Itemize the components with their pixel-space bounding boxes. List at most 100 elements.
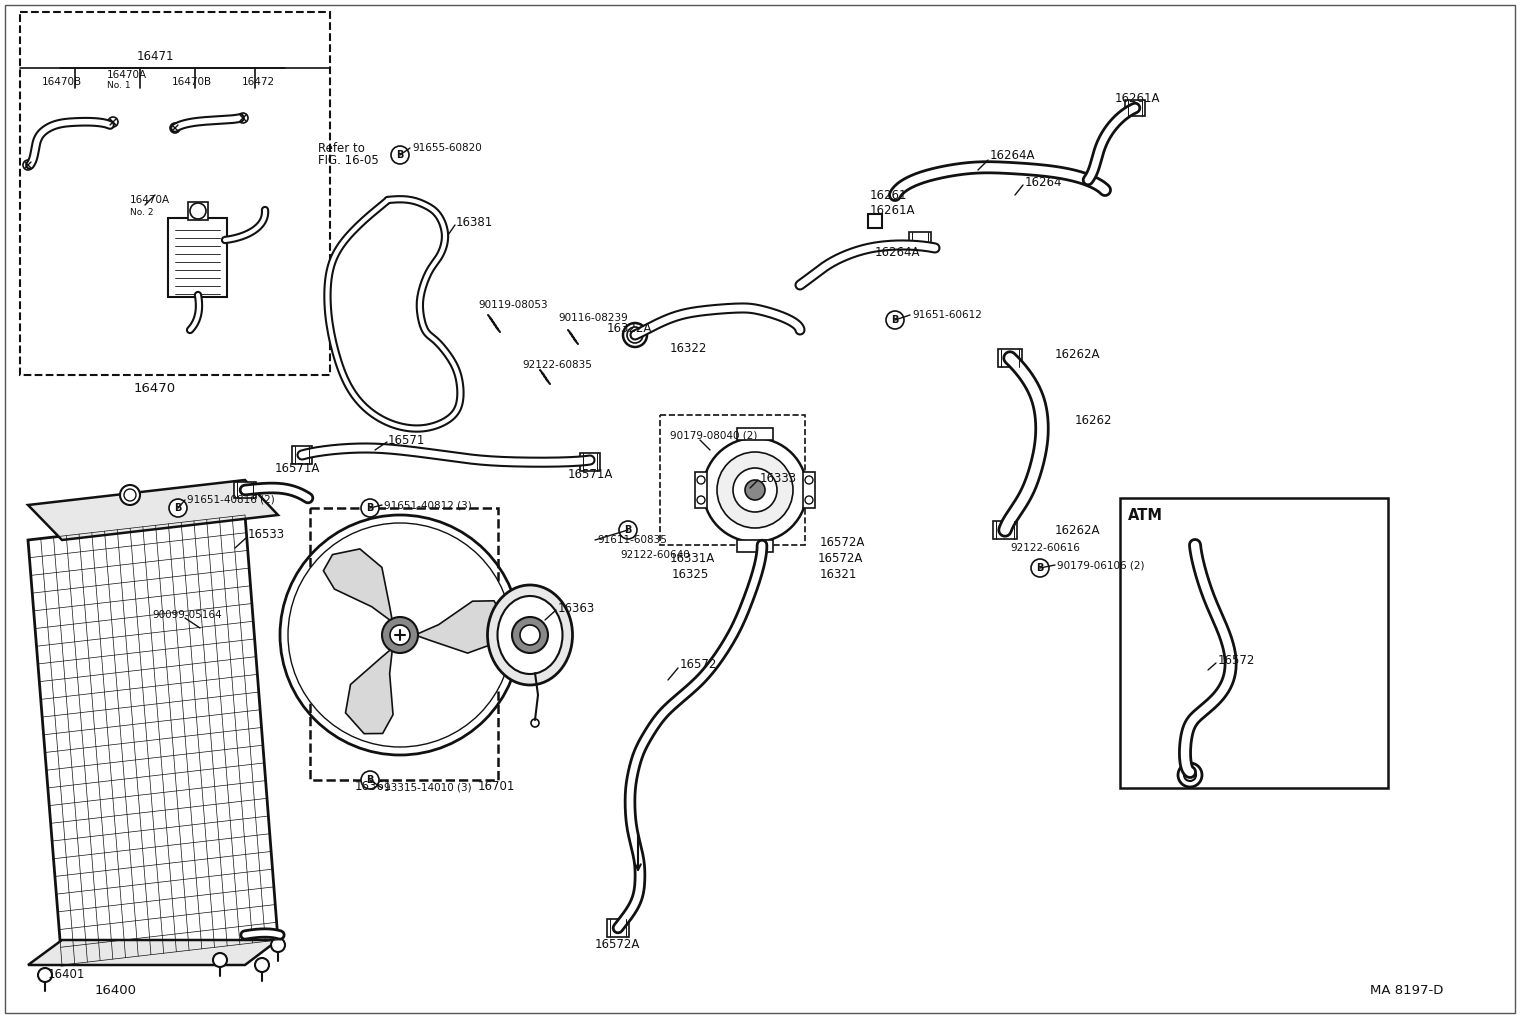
Text: 16261A: 16261A [1116,92,1160,105]
Circle shape [698,476,705,484]
Ellipse shape [488,585,573,685]
Text: 16572: 16572 [679,659,717,672]
Circle shape [886,312,904,329]
Text: 16322: 16322 [670,341,707,354]
Circle shape [287,523,512,747]
Text: 16471: 16471 [137,50,173,62]
Text: B: B [1037,563,1044,573]
Circle shape [255,958,269,972]
Text: 93315-14010 (3): 93315-14010 (3) [385,783,471,793]
Circle shape [520,625,540,645]
Text: 92122-60835: 92122-60835 [521,360,591,370]
FancyBboxPatch shape [169,218,226,297]
Text: 16363: 16363 [558,602,596,615]
Text: 16262A: 16262A [1055,348,1100,361]
Text: 91655-60820: 91655-60820 [412,143,482,153]
Circle shape [806,496,813,504]
Text: 16381: 16381 [456,216,494,228]
Circle shape [717,452,793,528]
Circle shape [702,438,807,542]
Bar [606,919,629,937]
Text: B: B [625,525,632,535]
Text: 16571: 16571 [388,434,426,447]
Ellipse shape [497,596,562,674]
Circle shape [512,617,549,653]
Circle shape [362,771,378,789]
Text: 16572A: 16572A [818,552,863,565]
Text: 16572A: 16572A [819,535,865,549]
Text: 90179-06106 (2): 90179-06106 (2) [1056,560,1145,570]
Text: 16401: 16401 [49,968,85,981]
Bar [999,349,1021,367]
Text: B: B [366,503,374,513]
Circle shape [391,625,410,645]
Circle shape [125,489,135,501]
Text: 91651-40816 (2): 91651-40816 (2) [187,495,275,505]
Bar [292,446,312,464]
Text: 92122-60616: 92122-60616 [1009,543,1079,553]
Text: 16264: 16264 [1024,175,1062,188]
Bar [234,482,255,498]
Text: 16361: 16361 [356,780,392,792]
Bar [803,472,815,508]
Text: 16701: 16701 [477,780,515,792]
Text: 91611-60835: 91611-60835 [597,535,667,545]
Text: 16470A: 16470A [106,70,147,80]
Text: 16261: 16261 [869,188,907,202]
Text: 90116-08239: 90116-08239 [558,313,628,323]
Bar [660,415,806,545]
Bar [1125,100,1145,116]
Text: 16470B: 16470B [43,77,82,87]
Circle shape [38,968,52,982]
Text: 16571A: 16571A [568,468,614,482]
Text: 16325: 16325 [672,568,710,581]
Text: 16470: 16470 [134,382,176,395]
Circle shape [698,496,705,504]
Circle shape [806,476,813,484]
Text: No. 2: No. 2 [131,208,154,217]
Circle shape [108,117,119,127]
Text: 90179-08040 (2): 90179-08040 (2) [670,430,757,440]
Text: 16470B: 16470B [172,77,213,87]
Circle shape [190,203,207,219]
Bar [20,12,330,375]
Bar [581,453,600,471]
Text: 16470A: 16470A [131,195,170,205]
Circle shape [1178,764,1202,787]
Bar [737,428,774,440]
Polygon shape [415,601,503,654]
Circle shape [271,938,286,952]
Polygon shape [324,549,392,622]
Circle shape [1031,559,1049,577]
Text: 16264A: 16264A [876,245,921,259]
Text: ATM: ATM [1128,508,1163,522]
Bar [188,202,208,220]
Text: B: B [891,315,898,325]
Circle shape [239,113,248,123]
Bar [1120,498,1388,788]
Circle shape [619,521,637,539]
Circle shape [382,617,418,653]
Polygon shape [345,648,394,734]
Polygon shape [27,480,278,540]
Text: 16331A: 16331A [670,552,716,565]
Text: 16571A: 16571A [275,461,321,474]
Circle shape [169,499,187,517]
Text: 16572: 16572 [1218,654,1256,667]
Text: B: B [175,503,182,513]
Text: 91651-60612: 91651-60612 [912,310,982,320]
Text: No. 1: No. 1 [106,80,131,90]
Bar [993,521,1017,539]
Text: 91651-40812 (3): 91651-40812 (3) [385,500,471,510]
Text: 16400: 16400 [94,983,137,997]
Text: B: B [366,775,374,785]
Text: 90099-05164: 90099-05164 [152,610,222,620]
Text: 16321: 16321 [819,568,857,581]
Text: 16262: 16262 [1075,413,1113,427]
Text: B: B [397,150,404,160]
Circle shape [120,485,140,505]
Text: 16262A: 16262A [1055,523,1100,536]
Circle shape [733,468,777,512]
Bar [909,232,930,248]
Circle shape [391,146,409,164]
